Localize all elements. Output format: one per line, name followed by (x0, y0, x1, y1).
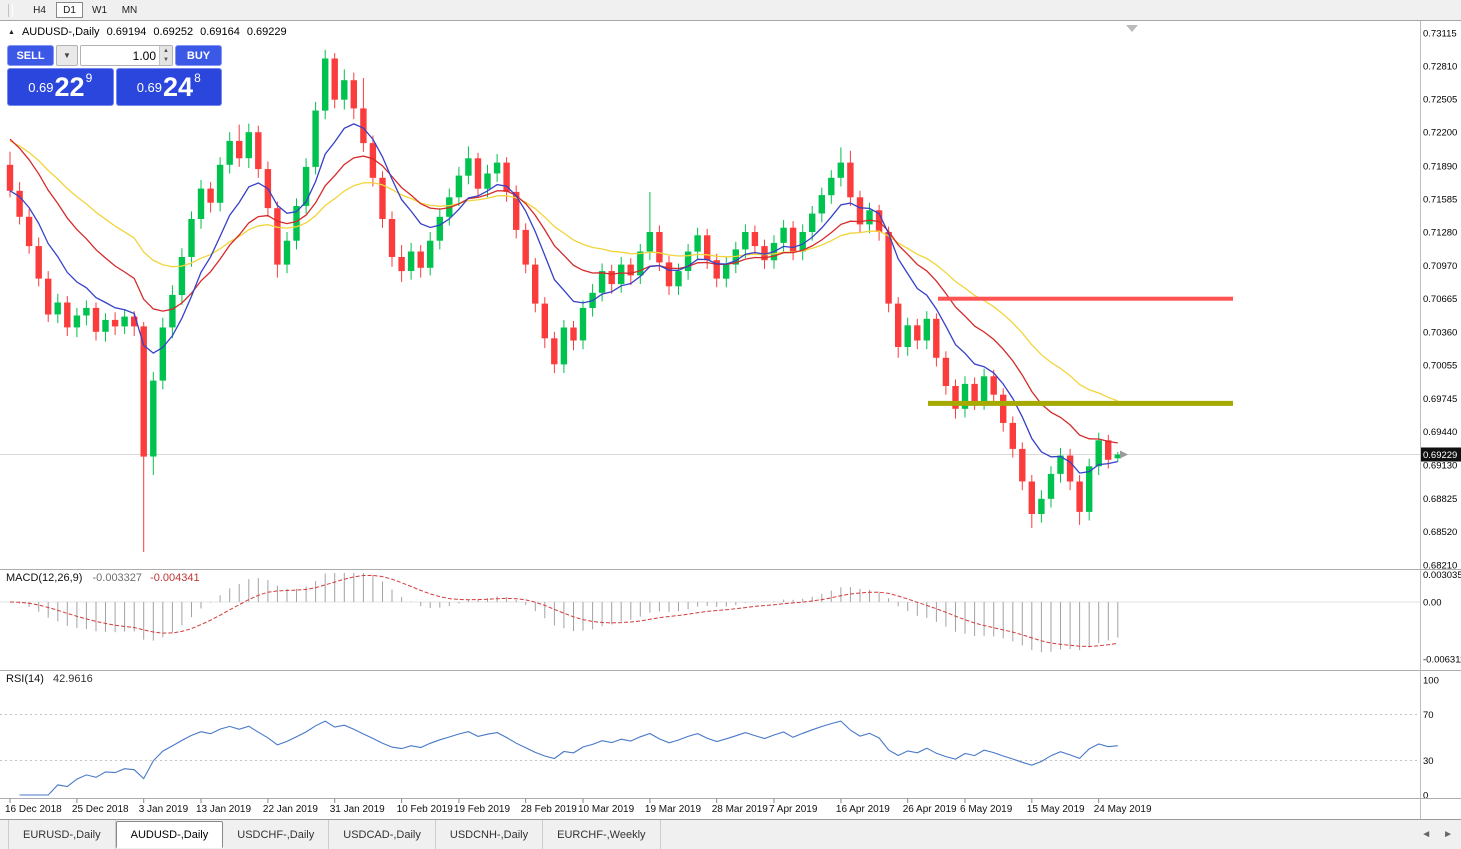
svg-text:0.71585: 0.71585 (1423, 194, 1457, 205)
svg-text:19 Feb 2019: 19 Feb 2019 (454, 804, 511, 815)
tab-scroll-left-button[interactable]: ◄ (1421, 829, 1432, 840)
svg-text:28 Feb 2019: 28 Feb 2019 (521, 804, 578, 815)
svg-text:30: 30 (1423, 756, 1434, 767)
chart-tabbar: EURUSD-,Daily AUDUSD-,Daily USDCHF-,Dail… (0, 819, 1461, 849)
ohlc-open: 0.69194 (106, 26, 147, 38)
svg-text:-0.006311: -0.006311 (1423, 655, 1461, 666)
svg-text:15 May 2019: 15 May 2019 (1027, 804, 1085, 815)
svg-text:10 Mar 2019: 10 Mar 2019 (578, 804, 635, 815)
buy-price-point: 8 (194, 71, 201, 85)
timeframe-toolbar: H4 D1 W1 MN (0, 0, 1461, 21)
tab-eurchf-weekly[interactable]: EURCHF-,Weekly (543, 820, 661, 849)
macd-header: MACD(12,26,9) -0.003327 -0.004341 (6, 572, 200, 584)
tab-scroll-nav: ◄ ► (1421, 820, 1453, 849)
tab-eurusd-daily[interactable]: EURUSD-,Daily (8, 820, 116, 849)
volume-decrement-button[interactable]: ▼ (159, 55, 172, 65)
buy-price-pips: 24 (163, 71, 194, 102)
svg-text:0.72810: 0.72810 (1423, 62, 1457, 73)
tab-usdcad-daily[interactable]: USDCAD-,Daily (329, 820, 436, 849)
sell-price-prefix: 0.69 (28, 79, 54, 95)
svg-text:0.72200: 0.72200 (1423, 128, 1457, 139)
svg-text:0.69130: 0.69130 (1423, 461, 1457, 472)
buy-button[interactable]: BUY (175, 45, 222, 66)
sell-price-pips: 22 (54, 71, 85, 102)
buy-price-button[interactable]: 0.69 24 8 (115, 68, 222, 106)
sell-price-button[interactable]: 0.69 22 9 (7, 68, 114, 106)
sell-price-point: 9 (85, 71, 93, 85)
svg-text:0.68520: 0.68520 (1423, 527, 1457, 538)
rsi-header: RSI(14) 42.9616 (6, 673, 93, 685)
svg-text:0.69745: 0.69745 (1423, 394, 1457, 405)
volume-field: ▲ ▼ (80, 45, 173, 66)
svg-text:70: 70 (1423, 710, 1434, 721)
svg-text:25 Dec 2018: 25 Dec 2018 (72, 804, 129, 815)
svg-text:22 Jan 2019: 22 Jan 2019 (263, 804, 318, 815)
svg-text:16 Apr 2019: 16 Apr 2019 (836, 804, 890, 815)
one-click-trade-panel: SELL ▼ ▲ ▼ BUY 0.69229 0.692 (7, 45, 222, 106)
ohlc-high: 0.69252 (153, 26, 194, 38)
volume-increment-button[interactable]: ▲ (159, 46, 172, 56)
svg-text:26 Apr 2019: 26 Apr 2019 (903, 804, 957, 815)
svg-text:0.72505: 0.72505 (1423, 95, 1457, 106)
svg-text:0.70970: 0.70970 (1423, 261, 1457, 272)
svg-text:3 Jan 2019: 3 Jan 2019 (139, 804, 189, 815)
svg-text:0.70360: 0.70360 (1423, 327, 1457, 338)
timeframe-h4-button[interactable]: H4 (26, 2, 53, 18)
svg-text:24 May 2019: 24 May 2019 (1094, 804, 1152, 815)
timeframe-mn-button[interactable]: MN (116, 2, 143, 18)
tab-usdchf-daily[interactable]: USDCHF-,Daily (223, 820, 330, 849)
svg-text:0.70665: 0.70665 (1423, 294, 1457, 305)
svg-text:19 Mar 2019: 19 Mar 2019 (645, 804, 702, 815)
svg-text:0.69440: 0.69440 (1423, 427, 1457, 438)
svg-text:0.00: 0.00 (1423, 598, 1442, 609)
chevron-down-icon: ▼ (63, 51, 71, 60)
chart-symbol-label: AUDUSD-,Daily (21, 26, 100, 38)
svg-text:31 Jan 2019: 31 Jan 2019 (330, 804, 385, 815)
tab-usdcnh-daily[interactable]: USDCNH-,Daily (436, 820, 544, 849)
sell-button[interactable]: SELL (7, 45, 54, 66)
chart-area: 0.73115 0.72810 0.72505 0.72200 0.71890 0.715… (0, 21, 1461, 819)
svg-text:0: 0 (1423, 791, 1428, 802)
tab-scroll-right-button[interactable]: ► (1443, 829, 1453, 840)
svg-text:0.71280: 0.71280 (1423, 228, 1457, 239)
rsi-title: RSI(14) (6, 673, 44, 685)
one-click-toggle-icon[interactable]: ▲ (8, 28, 15, 36)
volume-input[interactable] (81, 46, 159, 65)
macd-value-signal: -0.004341 (150, 572, 200, 584)
tab-audusd-daily[interactable]: AUDUSD-,Daily (115, 821, 224, 848)
ohlc-close: 0.69229 (246, 26, 287, 38)
price-chart-canvas[interactable]: 0.73115 0.72810 0.72505 0.72200 0.71890 0.715… (0, 21, 1461, 819)
macd-title: MACD(12,26,9) (6, 572, 83, 584)
svg-text:100: 100 (1423, 676, 1439, 687)
svg-text:0.71890: 0.71890 (1423, 161, 1457, 172)
svg-text:0.69229: 0.69229 (1423, 450, 1457, 461)
svg-text:7 Apr 2019: 7 Apr 2019 (769, 804, 818, 815)
svg-text:0.003035: 0.003035 (1423, 570, 1461, 581)
rsi-value: 42.9616 (52, 673, 93, 685)
svg-text:0.68825: 0.68825 (1423, 494, 1457, 505)
svg-text:0.70055: 0.70055 (1423, 360, 1457, 371)
volume-dropdown-button[interactable]: ▼ (56, 45, 78, 66)
timeframe-d1-button[interactable]: D1 (56, 2, 83, 18)
svg-text:0.68210: 0.68210 (1423, 561, 1457, 572)
svg-text:28 Mar 2019: 28 Mar 2019 (712, 804, 769, 815)
buy-price-prefix: 0.69 (136, 79, 163, 95)
svg-text:16 Dec 2018: 16 Dec 2018 (5, 804, 62, 815)
chart-title: ▲ AUDUSD-,Daily 0.69194 0.69252 0.69164 … (8, 26, 287, 38)
svg-text:13 Jan 2019: 13 Jan 2019 (196, 804, 251, 815)
macd-value-main: -0.003327 (92, 572, 143, 584)
svg-text:6 May 2019: 6 May 2019 (960, 804, 1013, 815)
toolbar-grip (8, 3, 13, 17)
ohlc-low: 0.69164 (200, 26, 240, 38)
svg-text:10 Feb 2019: 10 Feb 2019 (397, 804, 454, 815)
svg-text:0.73115: 0.73115 (1423, 29, 1457, 40)
timeframe-w1-button[interactable]: W1 (86, 2, 113, 18)
